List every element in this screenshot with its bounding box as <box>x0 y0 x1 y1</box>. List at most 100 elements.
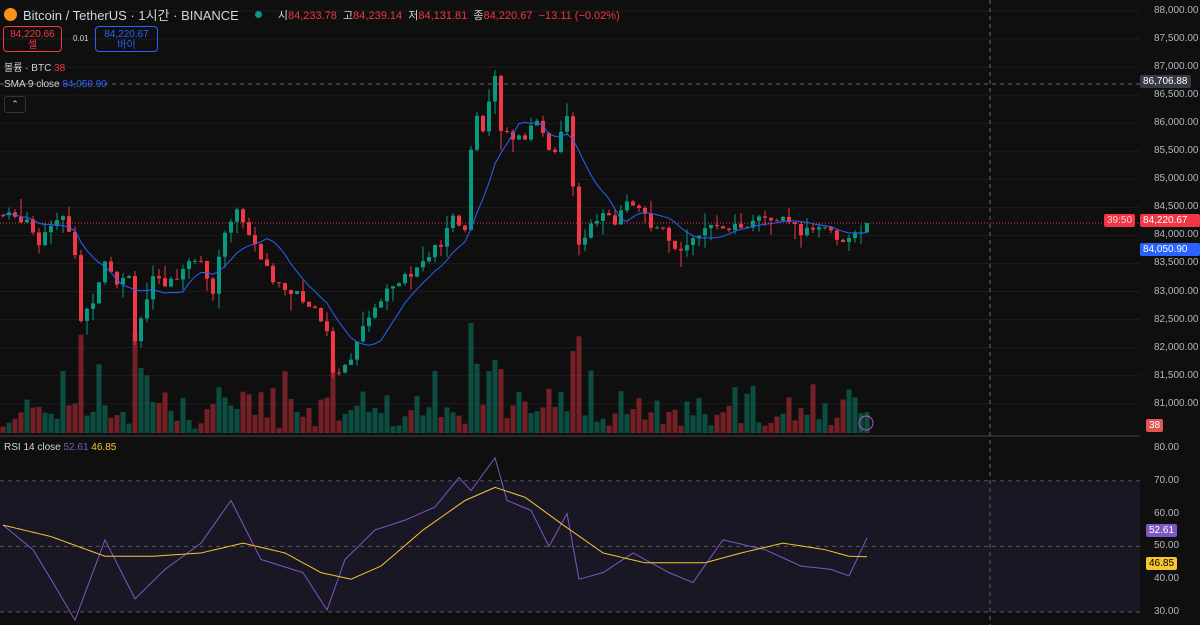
candle-body <box>619 210 623 225</box>
volume-bar <box>240 391 246 433</box>
volume-bar <box>378 412 384 433</box>
price-axis[interactable]: 88,000.00 87,500.00 87,000.00 86,500.00 86,0… <box>1104 0 1200 625</box>
collapse-legend-button[interactable]: ⌃ <box>4 96 26 113</box>
buy-label: 바이 <box>117 40 136 51</box>
volume-bar <box>480 404 486 433</box>
volume-bar <box>318 399 324 433</box>
volume-bar <box>108 417 114 433</box>
candle-body <box>343 364 347 373</box>
sell-button[interactable]: 84,220.66 셀 <box>3 26 62 52</box>
candle-body <box>277 282 281 284</box>
volume-bar <box>90 411 96 433</box>
buy-button[interactable]: 84,220.67 바이 <box>95 26 158 52</box>
volume-bar <box>78 334 84 433</box>
volume-bar <box>834 417 840 433</box>
volume-bar <box>816 419 822 433</box>
candle-body <box>409 274 413 277</box>
candle-body <box>37 232 41 246</box>
volume-bar <box>210 404 216 433</box>
volume-bar <box>162 392 168 433</box>
volume-bar <box>204 409 210 433</box>
volume-bar <box>432 371 438 433</box>
candle-body <box>49 225 53 233</box>
volume-bar <box>282 371 288 433</box>
volume-bar <box>264 417 270 433</box>
candle-body <box>469 149 473 230</box>
bitcoin-logo-icon <box>4 8 17 21</box>
volume-legend[interactable]: 볼륨 · BTC 38 <box>4 59 65 74</box>
candle-body <box>355 341 359 360</box>
candle-body <box>193 260 197 262</box>
volume-bar <box>252 414 258 433</box>
volume-bar <box>276 427 282 433</box>
candle-body <box>571 116 575 187</box>
volume-bar <box>36 406 42 433</box>
candle-body <box>649 213 653 228</box>
last-price-tag: 84,220.67 <box>1140 214 1200 227</box>
price-chart[interactable] <box>0 0 1140 625</box>
volume-bar <box>60 370 66 433</box>
candle-body <box>685 245 689 251</box>
change-value: −13.11 (−0.02%) <box>538 9 620 22</box>
candle-body <box>547 133 551 150</box>
candle-body <box>187 261 191 269</box>
volume-bar <box>702 414 708 433</box>
volume-bar <box>654 400 660 433</box>
candle-body <box>259 244 263 260</box>
volume-bar <box>534 411 540 433</box>
volume-bar <box>708 425 714 433</box>
candle-body <box>799 223 803 236</box>
candle-body <box>811 227 815 230</box>
volume-bar <box>84 415 90 433</box>
candle-body <box>319 308 323 322</box>
price-tick: 83,000.00 <box>1154 285 1199 297</box>
rsi-tick: 30.00 <box>1154 606 1180 617</box>
candle-body <box>583 237 587 245</box>
volume-bar <box>510 405 516 433</box>
candle-body <box>265 259 269 266</box>
volume-bar <box>498 369 504 433</box>
candle-body <box>667 227 671 241</box>
market-status-icon <box>254 11 262 18</box>
candle-body <box>109 261 113 272</box>
volume-tag: 38 <box>1146 419 1164 432</box>
candle-body <box>25 219 29 223</box>
price-tick: 81,000.00 <box>1154 397 1199 409</box>
candle-body <box>751 220 755 228</box>
candle-body <box>229 221 233 233</box>
symbol-title[interactable]: Bitcoin / TetherUS · 1시간 · BINANCE <box>23 8 239 23</box>
candle-body <box>865 223 869 233</box>
volume-bar <box>294 411 300 433</box>
volume-bar <box>132 330 138 433</box>
volume-bar <box>780 413 786 433</box>
candle-body <box>781 216 785 221</box>
rsi-legend[interactable]: RSI 14 close 52.61 46.85 <box>4 442 116 453</box>
sma-legend[interactable]: SMA 9 close 84,050.90 <box>4 79 107 90</box>
candle-body <box>361 326 365 342</box>
volume-bar <box>354 405 360 433</box>
volume-bar <box>30 407 36 433</box>
candle-body <box>217 256 221 294</box>
candle-body <box>253 235 257 245</box>
candle-body <box>349 359 353 365</box>
candle-body <box>169 278 173 287</box>
candle-body <box>613 215 617 225</box>
candle-body <box>793 222 797 224</box>
candle-body <box>31 219 35 233</box>
volume-bar <box>24 399 30 433</box>
volume-bar <box>438 417 444 433</box>
candle-body <box>823 226 827 228</box>
candle-body <box>181 268 185 280</box>
volume-bar <box>756 422 762 433</box>
volume-bar <box>138 367 144 433</box>
candle-body <box>559 131 563 152</box>
volume-bar <box>714 414 720 433</box>
candle-body <box>835 230 839 240</box>
candle-body <box>73 231 77 256</box>
volume-bar <box>330 360 336 433</box>
sell-label: 셀 <box>27 40 38 51</box>
volume-bar <box>456 415 462 433</box>
high-label: 고 <box>343 9 354 22</box>
candle-body <box>709 224 713 229</box>
candle-body <box>565 116 569 132</box>
